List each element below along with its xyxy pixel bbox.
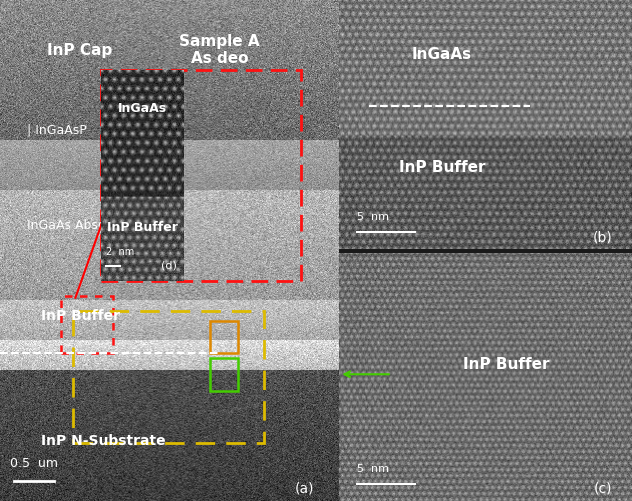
Text: 5  nm: 5 nm [357, 463, 389, 473]
Text: InGaAs Absorption: InGaAs Absorption [27, 219, 142, 232]
Bar [61, 296, 113, 353]
Text: (b): (b) [593, 230, 612, 244]
Bar [101, 70, 301, 281]
Text: InGaAs: InGaAs [411, 48, 472, 63]
Text: InP Cap: InP Cap [47, 43, 112, 58]
Text: (d): (d) [161, 261, 178, 271]
Text: (c): (c) [593, 481, 612, 495]
Bar [210, 358, 238, 391]
Text: InP Buffer: InP Buffer [399, 160, 485, 175]
Text: InP Buffer: InP Buffer [463, 357, 549, 372]
Text: 5  nm: 5 nm [357, 212, 389, 222]
Bar [73, 311, 264, 443]
Text: | InGaAsP: | InGaAsP [27, 124, 87, 137]
Text: InGaAs: InGaAs [118, 102, 167, 115]
Text: 0.5  um: 0.5 um [10, 457, 58, 470]
Text: Sample A
As deo: Sample A As deo [179, 34, 260, 66]
Text: InP Buffer: InP Buffer [107, 221, 178, 234]
Text: InP Buffer: InP Buffer [40, 309, 119, 323]
Bar [210, 321, 238, 353]
Text: 2  nm: 2 nm [106, 247, 134, 258]
Text: (a): (a) [295, 481, 314, 495]
Text: InP N-Substrate: InP N-Substrate [40, 434, 165, 448]
